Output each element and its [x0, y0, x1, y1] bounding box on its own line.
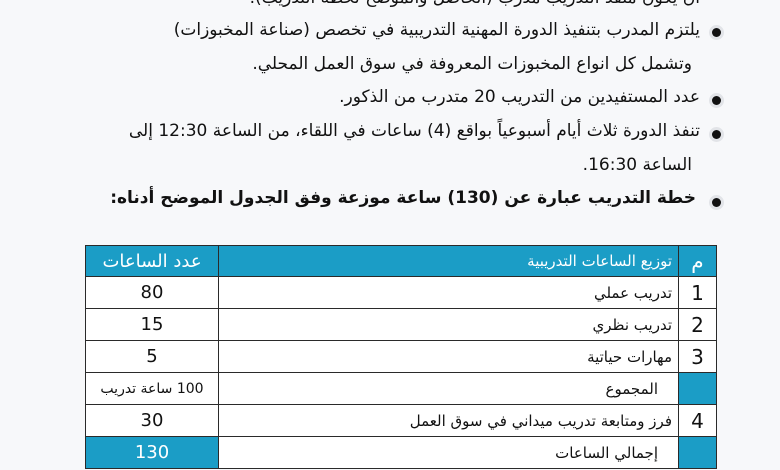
cell-hours: 130: [85, 436, 219, 469]
table-row: 3 مهارات حياتية 5: [85, 340, 717, 373]
training-hours-table: م توزيع الساعات التدريبية عدد الساعات 1 …: [85, 245, 717, 469]
cell-number: [678, 372, 717, 405]
cell-hours: 15: [85, 308, 219, 341]
header-hours: عدد الساعات: [85, 245, 219, 277]
cell-number: 4: [678, 404, 717, 437]
cell-number: 2: [678, 308, 717, 341]
bullet-text-2: عدد المستفيدين من التدريب 20 متدرب من ال…: [339, 87, 700, 107]
table-row-subtotal: المجموع 100 ساعة تدريب: [85, 372, 717, 405]
bullet-text-3-cont: الساعة 16:30.: [582, 155, 692, 175]
cell-hours: 5: [85, 340, 219, 373]
table-row: 2 تدريب نظري 15: [85, 308, 717, 341]
table-header: م توزيع الساعات التدريبية عدد الساعات: [85, 245, 717, 277]
cell-description: إجمالي الساعات: [218, 436, 679, 469]
cell-number: 1: [678, 276, 717, 309]
header-number: م: [678, 245, 717, 277]
cell-description: تدريب نظري: [218, 308, 679, 341]
table-row: 1 تدريب عملي 80: [85, 276, 717, 309]
bullet-icon: [712, 198, 721, 207]
cell-hours: 80: [85, 276, 219, 309]
bullet-text-1: يلتزم المدرب بتنفيذ الدورة المهنية التدر…: [173, 20, 700, 40]
cell-number: [678, 436, 717, 469]
bullet-text-0: أن يكون منفذ التدريب مدرب (الحاصل والموض…: [250, 0, 700, 8]
bullet-icon: [712, 28, 721, 37]
cell-hours: 100 ساعة تدريب: [85, 372, 219, 405]
table-row-total: إجمالي الساعات 130: [85, 436, 717, 469]
cell-hours: 30: [85, 404, 219, 437]
bullet-text-3: تنفذ الدورة ثلاث أيام أسبوعياً بواقع (4)…: [128, 121, 700, 141]
cell-number: 3: [678, 340, 717, 373]
cell-description: المجموع: [218, 372, 679, 405]
bullet-icon: [712, 96, 721, 105]
header-distribution: توزيع الساعات التدريبية: [218, 245, 679, 277]
cell-description: تدريب عملي: [218, 276, 679, 309]
cell-description: مهارات حياتية: [218, 340, 679, 373]
table-row: 4 فرز ومتابعة تدريب ميداني في سوق العمل …: [85, 404, 717, 437]
bullet-icon: [712, 130, 721, 139]
bullet-text-1-cont: وتشمل كل انواع المخبوزات المعروفة في سوق…: [252, 54, 692, 74]
cell-description: فرز ومتابعة تدريب ميداني في سوق العمل: [218, 404, 679, 437]
bullet-text-4: خطة التدريب عبارة عن (130) ساعة موزعة وف…: [110, 188, 696, 208]
